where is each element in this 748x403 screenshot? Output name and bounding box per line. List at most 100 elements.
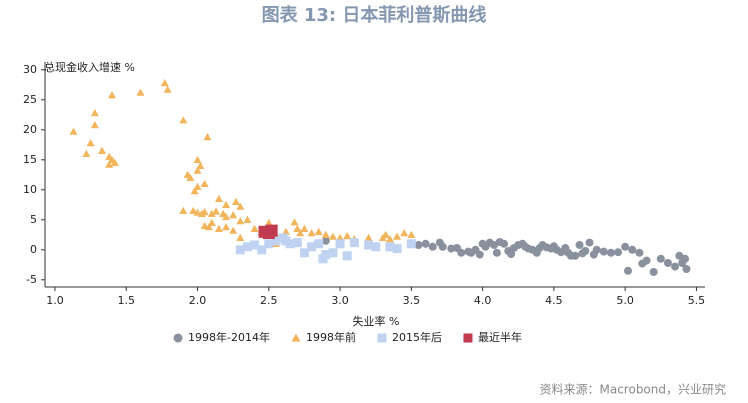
point [681,254,690,263]
point [257,245,267,255]
point [264,239,274,249]
point [193,182,202,190]
y-tick-label: 0 [30,243,37,256]
point [204,223,213,231]
point [281,227,290,235]
legend-marker [173,333,183,343]
point [381,230,390,238]
point [421,239,430,248]
point [236,202,245,210]
point [407,230,416,238]
point [321,230,330,238]
point [136,88,145,96]
point [575,241,584,249]
point [190,187,199,195]
point [271,236,281,246]
point [243,215,252,223]
point [222,200,231,208]
point [193,166,202,174]
point [250,240,260,250]
point [671,262,680,271]
point [414,241,423,249]
point [438,242,447,251]
point [621,242,630,251]
point [571,251,580,260]
point [200,179,209,187]
point [193,155,202,163]
point [364,240,374,250]
point [82,149,91,157]
point [264,218,273,226]
x-tick-label: 1.0 [46,294,64,307]
legend-label: 1998年-2014年 [188,330,270,344]
chart-title: 图表 13: 日本菲利普斯曲线 [262,4,487,26]
point [250,224,259,232]
point [110,158,119,166]
point [196,161,205,169]
point [307,242,317,252]
point [606,248,615,257]
point [321,236,330,245]
x-tick-label: 3.0 [331,294,349,307]
point [160,79,169,87]
point [90,109,99,117]
point [232,197,241,205]
y-tick-label: 5 [30,213,37,226]
point [200,208,209,216]
x-tick-label: 2.0 [189,294,207,307]
point [649,268,658,276]
point [235,245,245,255]
point [457,248,466,257]
point [364,233,373,241]
point [321,250,331,260]
point [222,212,231,220]
point [328,232,337,240]
x-tick-label: 5.0 [616,294,634,307]
y-tick-label: 10 [23,183,37,196]
point [592,245,601,254]
point [507,250,516,258]
point [207,218,216,226]
point [296,229,305,237]
point [385,235,394,243]
point [624,266,633,275]
point [242,242,252,252]
point [229,226,238,234]
source-note: 资料来源：Macrobond，兴业研究 [540,382,727,397]
point [663,259,672,267]
point [406,239,416,249]
point [349,238,359,248]
point [293,224,302,232]
point [371,242,381,252]
point [492,248,501,257]
legend: 1998年-2014年 1998年前 2015年后 最近半年 [173,330,522,344]
point [203,133,212,141]
point [392,244,402,254]
point [656,254,665,263]
legend-label: 2015年后 [392,330,442,344]
point [585,238,594,247]
point [285,239,295,249]
point [328,248,338,258]
point [179,206,188,214]
legend-marker [291,333,301,342]
y-tick-label: 20 [23,123,37,136]
point [207,209,216,217]
legend-marker [377,333,387,343]
point [614,248,623,257]
point [307,229,316,237]
point [400,229,409,237]
point [214,194,223,202]
point [314,227,323,235]
x-tick-label: 4.5 [545,294,563,307]
x-axis-label: 失业率 % [353,314,400,328]
x-tick-label: 1.5 [118,294,136,307]
point [342,251,352,261]
point [599,247,608,256]
point [428,242,437,251]
point [86,139,95,147]
legend-label: 1998年前 [306,330,356,344]
point [107,91,116,99]
point [98,146,107,154]
